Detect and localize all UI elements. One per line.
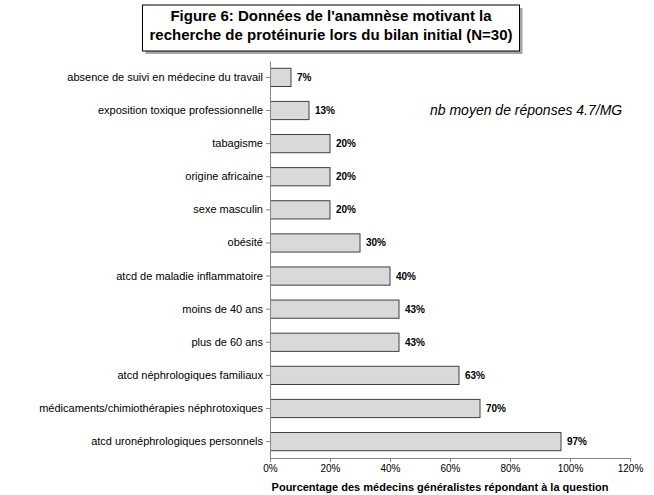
bar	[270, 135, 330, 153]
y-tick-label: atcd néphrologiques familiaux	[117, 369, 263, 381]
data-label: 20%	[336, 138, 356, 149]
y-tick-mark	[266, 342, 270, 343]
bars	[270, 68, 561, 450]
bar	[270, 300, 399, 318]
x-tick-mark	[510, 458, 511, 462]
y-tick-label: obésité	[228, 236, 263, 248]
title-group: Figure 6: Données de l'anamnèse motivant…	[142, 5, 522, 54]
y-axis: absence de suivi en médecine du travail e…	[39, 62, 270, 459]
annotation: nb moyen de réponses 4.7/MG	[430, 102, 622, 118]
x-tick-label: 40%	[380, 463, 400, 474]
data-label: 7%	[297, 72, 312, 83]
data-labels: 7% 13% 20% 20% 20% 30% 40% 43% 43% 63% 70% 97%	[297, 72, 587, 447]
x-tick-label: 0%	[263, 463, 278, 474]
title: Figure 6: Données de l'anamnèse motivant…	[149, 7, 512, 43]
y-tick-label: plus de 60 ans	[191, 336, 263, 348]
x-tick: 40%	[380, 458, 400, 474]
y-tick: origine africaine	[185, 170, 270, 182]
y-tick-mark	[266, 77, 270, 78]
y-tick-mark	[266, 176, 270, 177]
y-tick-mark	[266, 408, 270, 409]
y-tick-mark	[266, 110, 270, 111]
title-box	[142, 5, 519, 51]
data-label: 30%	[366, 237, 386, 248]
y-tick: atcd de maladie inflammatoire	[116, 270, 270, 282]
plot: 7% 13% 20% 20% 20% 30% 40% 43% 43% 63% 70% 97% 0% 20%…	[39, 62, 643, 475]
bar	[270, 433, 561, 451]
y-tick: obésité	[228, 236, 270, 248]
data-label: 20%	[336, 171, 356, 182]
x-axis: 0% 20% 40% 60% 80% 100% 120%	[263, 458, 643, 474]
x-tick-label: 60%	[440, 463, 460, 474]
x-tick-mark	[270, 458, 271, 462]
y-tick: moins de 40 ans	[182, 303, 270, 315]
data-label: 13%	[315, 105, 335, 116]
y-tick-label: médicaments/chimiothérapies néphrotoxiqu…	[39, 402, 263, 414]
bar	[270, 234, 360, 252]
x-tick-mark	[450, 458, 451, 462]
y-tick-mark	[266, 375, 270, 376]
x-tick: 80%	[500, 458, 520, 474]
data-label: 43%	[405, 304, 425, 315]
y-tick: atcd néphrologiques familiaux	[117, 369, 270, 381]
y-tick: sexe masculin	[193, 203, 270, 215]
y-tick-label: atcd uronéphrologiques personnels	[91, 435, 263, 447]
x-tick-label: 20%	[320, 463, 340, 474]
x-tick: 120%	[618, 458, 644, 474]
y-tick: plus de 60 ans	[191, 336, 270, 348]
data-label: 97%	[567, 436, 587, 447]
y-tick: exposition toxique professionnelle	[98, 104, 270, 116]
y-tick-label: moins de 40 ans	[182, 303, 263, 315]
x-tick: 60%	[440, 458, 460, 474]
y-tick-mark	[266, 276, 270, 277]
y-tick: médicaments/chimiothérapies néphrotoxiqu…	[39, 402, 270, 414]
y-tick-label: tabagisme	[212, 137, 263, 149]
data-label: 40%	[396, 271, 416, 282]
x-axis-line	[271, 459, 631, 463]
y-tick-label: atcd de maladie inflammatoire	[116, 270, 263, 282]
x-tick-mark	[390, 458, 391, 462]
x-tick: 0%	[263, 458, 278, 474]
y-tick: absence de suivi en médecine du travail	[67, 71, 270, 83]
y-tick-mark	[266, 309, 270, 310]
bar	[270, 201, 330, 219]
y-tick-label: exposition toxique professionnelle	[98, 104, 263, 116]
x-tick-mark	[570, 458, 571, 462]
bar	[270, 267, 390, 285]
x-tick-label: 80%	[500, 463, 520, 474]
y-axis-line	[270, 62, 271, 459]
y-tick: atcd uronéphrologiques personnels	[91, 435, 270, 447]
bar	[270, 399, 480, 417]
x-tick-label: 120%	[618, 463, 644, 474]
data-label: 20%	[336, 204, 356, 215]
x-axis-title: Pourcentage des médecins généralistes ré…	[272, 481, 609, 493]
chart: Figure 6: Données de l'anamnèse motivant…	[0, 0, 654, 495]
y-tick-label: absence de suivi en médecine du travail	[67, 71, 263, 83]
data-label: 70%	[486, 403, 506, 414]
bar	[270, 101, 309, 119]
x-tick-label: 100%	[558, 463, 584, 474]
data-label: 43%	[405, 337, 425, 348]
x-tick: 100%	[558, 458, 584, 474]
y-tick-mark	[266, 242, 270, 243]
x-tick-mark	[630, 458, 631, 462]
y-tick-label: origine africaine	[185, 170, 263, 182]
y-tick-mark	[266, 209, 270, 210]
y-tick-label: sexe masculin	[193, 203, 263, 215]
y-tick-mark	[266, 441, 270, 442]
x-tick-mark	[330, 458, 331, 462]
x-tick: 20%	[320, 458, 340, 474]
bar	[270, 168, 330, 186]
bar	[270, 68, 291, 86]
y-tick-mark	[266, 143, 270, 144]
data-label: 63%	[465, 370, 485, 381]
y-tick: tabagisme	[212, 137, 270, 149]
bar	[270, 366, 459, 384]
bar	[270, 333, 399, 351]
